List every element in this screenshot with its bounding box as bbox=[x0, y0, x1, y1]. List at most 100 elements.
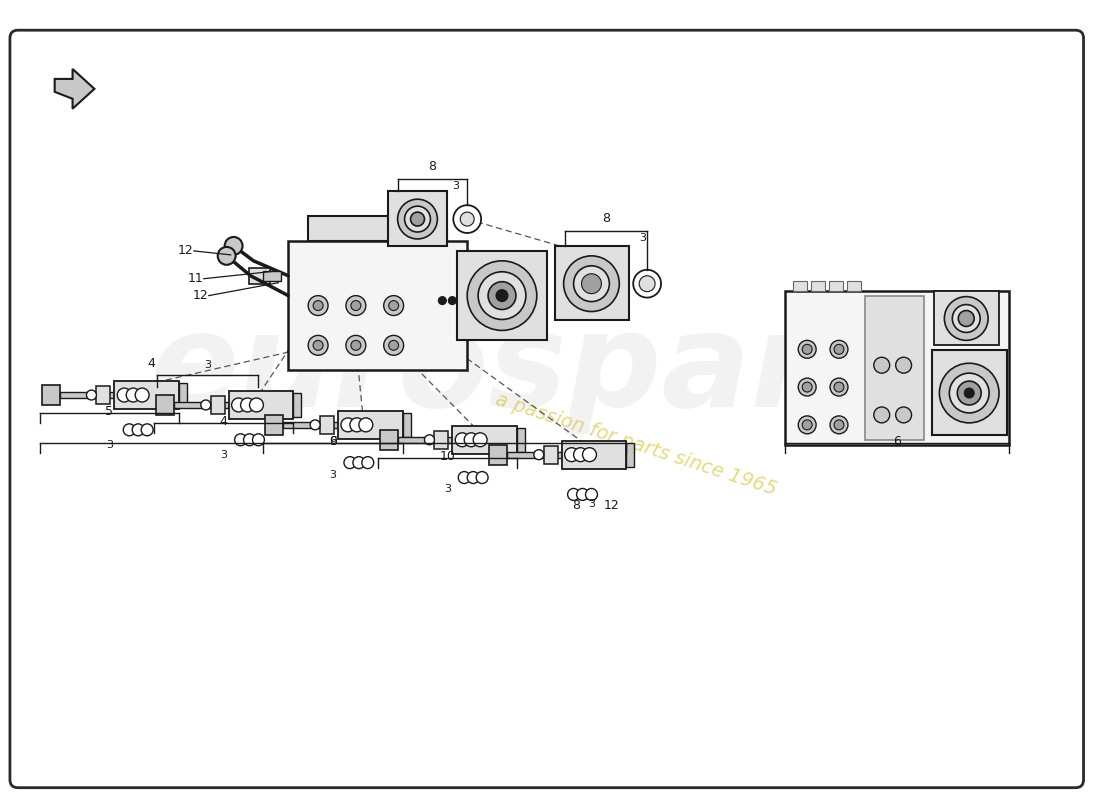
Text: 4: 4 bbox=[220, 415, 228, 428]
Circle shape bbox=[799, 340, 816, 358]
Circle shape bbox=[410, 212, 425, 226]
Circle shape bbox=[341, 418, 355, 432]
Circle shape bbox=[830, 378, 848, 396]
Bar bbox=[517, 428, 525, 452]
Text: 11: 11 bbox=[188, 272, 204, 286]
Circle shape bbox=[965, 388, 975, 398]
Bar bbox=[847, 281, 861, 290]
Circle shape bbox=[234, 434, 246, 446]
Text: 3: 3 bbox=[639, 233, 646, 243]
Bar bbox=[338, 411, 403, 438]
Bar bbox=[554, 246, 629, 321]
Bar bbox=[263, 270, 282, 281]
Text: 8: 8 bbox=[602, 212, 609, 225]
Text: 6: 6 bbox=[893, 434, 901, 448]
Bar bbox=[156, 395, 174, 415]
Circle shape bbox=[243, 434, 255, 446]
Circle shape bbox=[468, 471, 480, 483]
Circle shape bbox=[939, 363, 999, 423]
Circle shape bbox=[351, 301, 361, 310]
Circle shape bbox=[568, 489, 580, 501]
Circle shape bbox=[201, 400, 211, 410]
Bar bbox=[174, 402, 229, 408]
Circle shape bbox=[953, 305, 980, 333]
Bar bbox=[308, 216, 448, 241]
Circle shape bbox=[476, 471, 488, 483]
Bar bbox=[265, 415, 284, 434]
Circle shape bbox=[958, 310, 975, 326]
Circle shape bbox=[359, 418, 373, 432]
Circle shape bbox=[310, 420, 320, 430]
Text: 4: 4 bbox=[147, 357, 155, 370]
Bar bbox=[59, 392, 114, 398]
Circle shape bbox=[534, 450, 543, 460]
Circle shape bbox=[585, 489, 597, 501]
Text: a passion for parts since 1965: a passion for parts since 1965 bbox=[493, 390, 779, 499]
Circle shape bbox=[425, 434, 435, 445]
Bar bbox=[379, 430, 397, 450]
Circle shape bbox=[344, 457, 356, 469]
Circle shape bbox=[353, 457, 365, 469]
Circle shape bbox=[576, 489, 588, 501]
Circle shape bbox=[802, 382, 812, 392]
Bar bbox=[785, 290, 1009, 445]
Bar bbox=[793, 281, 807, 290]
Bar bbox=[397, 437, 452, 442]
Circle shape bbox=[123, 424, 135, 436]
Circle shape bbox=[135, 388, 150, 402]
Circle shape bbox=[830, 340, 848, 358]
Bar bbox=[458, 251, 547, 340]
Circle shape bbox=[834, 420, 844, 430]
Circle shape bbox=[232, 398, 245, 412]
Circle shape bbox=[141, 424, 153, 436]
Text: 8: 8 bbox=[573, 499, 581, 513]
Circle shape bbox=[639, 276, 656, 292]
Text: 3: 3 bbox=[452, 182, 460, 191]
Circle shape bbox=[799, 378, 816, 396]
Circle shape bbox=[573, 266, 609, 302]
Circle shape bbox=[218, 247, 235, 265]
Circle shape bbox=[350, 418, 364, 432]
Circle shape bbox=[224, 237, 243, 255]
Circle shape bbox=[464, 433, 478, 446]
Bar bbox=[229, 391, 294, 419]
Bar bbox=[42, 385, 59, 405]
Circle shape bbox=[895, 407, 912, 423]
FancyBboxPatch shape bbox=[10, 30, 1084, 788]
Circle shape bbox=[449, 297, 456, 305]
Circle shape bbox=[873, 407, 890, 423]
Text: 3: 3 bbox=[588, 499, 595, 510]
Text: 10: 10 bbox=[439, 450, 455, 462]
Circle shape bbox=[362, 457, 374, 469]
Text: 12: 12 bbox=[604, 499, 619, 513]
Circle shape bbox=[582, 274, 602, 294]
Circle shape bbox=[250, 398, 263, 412]
Circle shape bbox=[384, 335, 404, 355]
Text: 6: 6 bbox=[329, 434, 337, 448]
Text: 5: 5 bbox=[106, 405, 113, 418]
Circle shape bbox=[478, 272, 526, 319]
Circle shape bbox=[799, 416, 816, 434]
Circle shape bbox=[945, 297, 988, 340]
Circle shape bbox=[314, 340, 323, 350]
Circle shape bbox=[308, 335, 328, 355]
Circle shape bbox=[830, 416, 848, 434]
Circle shape bbox=[460, 212, 474, 226]
Text: 3: 3 bbox=[220, 450, 228, 460]
Circle shape bbox=[634, 270, 661, 298]
Circle shape bbox=[834, 382, 844, 392]
Text: eurospares: eurospares bbox=[150, 306, 984, 434]
Circle shape bbox=[314, 301, 323, 310]
Bar bbox=[284, 422, 338, 428]
Circle shape bbox=[583, 448, 596, 462]
Bar bbox=[626, 442, 635, 466]
Bar bbox=[294, 393, 301, 417]
Circle shape bbox=[241, 398, 254, 412]
Circle shape bbox=[573, 448, 587, 462]
Circle shape bbox=[118, 388, 131, 402]
Circle shape bbox=[253, 434, 264, 446]
Circle shape bbox=[468, 261, 537, 330]
Bar bbox=[490, 445, 507, 465]
Bar bbox=[865, 296, 924, 440]
Bar bbox=[811, 281, 825, 290]
